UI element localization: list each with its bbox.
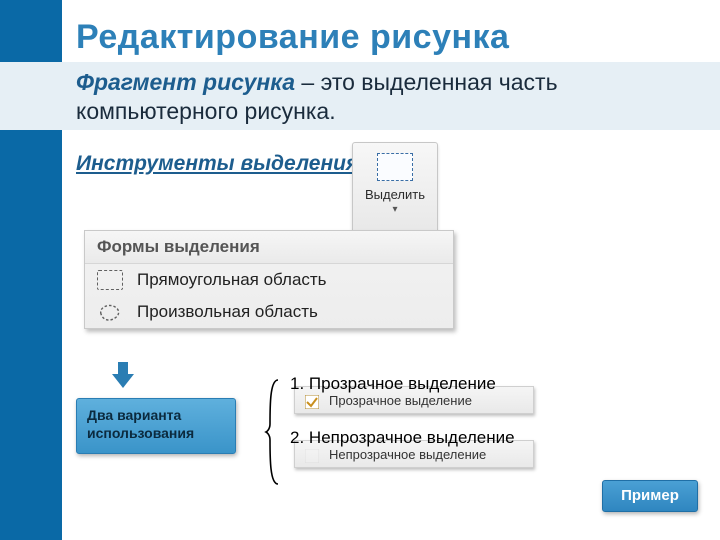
rectangle-selection-icon xyxy=(97,270,123,290)
panel-item-label: Прямоугольная область xyxy=(137,270,327,290)
option-row-transparent: Прозрачное выделение 1. Прозрачное выдел… xyxy=(290,382,580,416)
select-rectangle-icon xyxy=(377,153,413,181)
example-button[interactable]: Пример xyxy=(602,480,698,512)
panel-item-label: Произвольная область xyxy=(137,302,318,322)
checkmark-icon xyxy=(305,449,319,463)
brace-icon xyxy=(264,376,284,488)
page-title: Редактирование рисунка xyxy=(76,18,509,57)
selection-shapes-panel: Формы выделения Прямоугольная область Пр… xyxy=(84,230,454,329)
select-tool-label: Выделить xyxy=(353,187,437,202)
definition-text: Фрагмент рисунка – это выделенная часть … xyxy=(76,68,636,126)
checkmark-icon xyxy=(305,395,319,409)
option-box-label: Прозрачное выделение xyxy=(329,393,472,408)
freeform-selection-icon xyxy=(97,302,123,322)
option-caption: 2. Непрозрачное выделение xyxy=(290,428,550,448)
chevron-down-icon: ▾ xyxy=(353,204,437,215)
panel-title: Формы выделения xyxy=(85,231,453,264)
option-row-opaque: Непрозрачное выделение 2. Непрозрачное в… xyxy=(290,436,580,470)
panel-item-freeform[interactable]: Произвольная область xyxy=(85,296,453,328)
subheading-tools: Инструменты выделения xyxy=(76,152,358,176)
option-box-label: Непрозрачное выделение xyxy=(329,447,486,462)
definition-term: Фрагмент рисунка xyxy=(76,69,295,95)
select-tool-button[interactable]: Выделить ▾ xyxy=(352,142,438,234)
down-arrow-icon xyxy=(108,360,138,390)
option-caption: 1. Прозрачное выделение xyxy=(290,374,550,394)
panel-item-rectangular[interactable]: Прямоугольная область xyxy=(85,264,453,296)
two-variants-box: Два варианта использования xyxy=(76,398,236,454)
